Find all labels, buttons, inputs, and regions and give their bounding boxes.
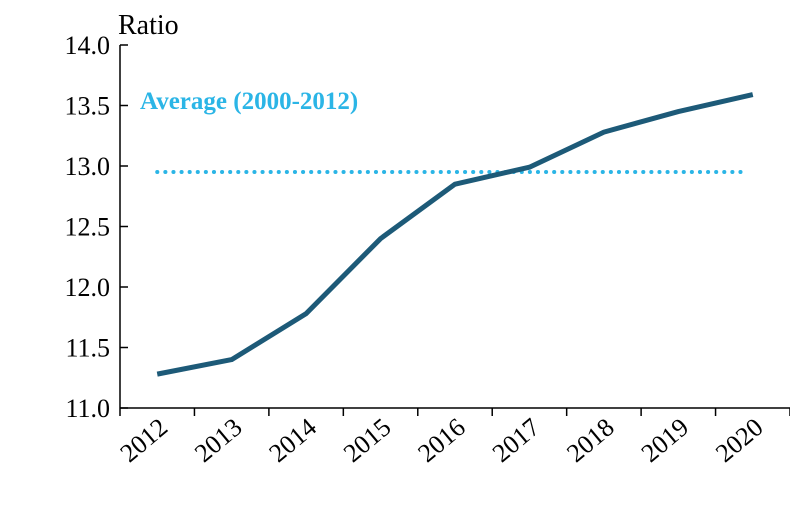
y-tick-label: 13.0 <box>65 152 111 181</box>
y-tick-label: 14.0 <box>65 31 111 60</box>
x-tick-label: 2016 <box>412 412 470 468</box>
x-tick-label: 2012 <box>115 412 173 468</box>
y-tick-label: 13.5 <box>65 92 111 121</box>
x-tick-label: 2019 <box>636 412 694 468</box>
x-tick-label: 2017 <box>487 412 545 468</box>
y-tick-label: 11.0 <box>65 394 110 423</box>
data-line <box>156 92 754 377</box>
x-tick-label: 2018 <box>561 412 619 468</box>
y-tick-label: 12.5 <box>65 213 111 242</box>
y-tick-label: 11.5 <box>65 334 110 363</box>
x-tick-label: 2014 <box>263 412 321 468</box>
y-tick-label: 12.0 <box>65 273 111 302</box>
average-label: Average (2000-2012) <box>140 88 358 115</box>
x-tick-label: 2013 <box>189 412 247 468</box>
x-tick-label: 2015 <box>338 412 396 468</box>
y-axis-label: Ratio <box>118 10 179 41</box>
x-tick-label: 2020 <box>710 412 768 468</box>
